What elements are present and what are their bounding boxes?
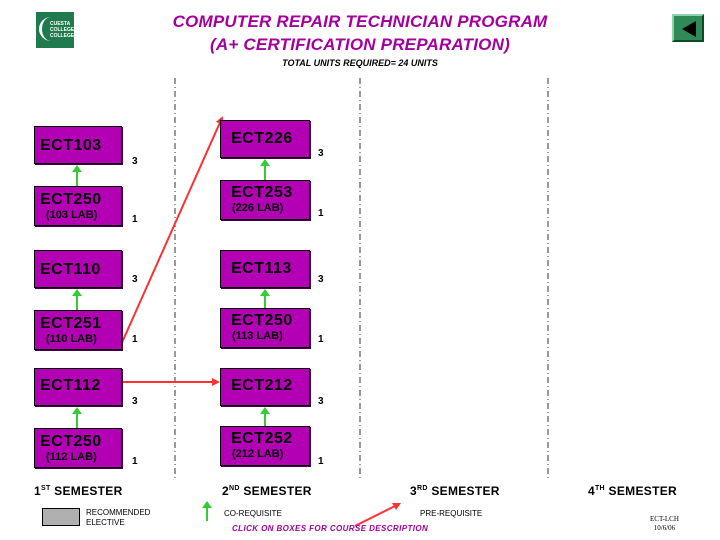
semester-3-label: 3RD SEMESTER	[410, 484, 500, 498]
coreq-ect250-to-ect113	[260, 289, 270, 308]
back-button[interactable]	[672, 14, 704, 42]
units-ect110: 3	[132, 274, 138, 285]
course-ect251[interactable]: ECT251 (110 LAB)	[34, 310, 122, 350]
course-code: ECT253	[231, 184, 293, 201]
course-code: ECT252	[231, 430, 293, 447]
units-ect250-103-lab: 1	[132, 214, 138, 225]
legend-corequisite-arrow-icon	[202, 501, 212, 521]
course-code: ECT112	[40, 377, 101, 394]
coreq-ect251-to-ect110	[72, 289, 82, 310]
course-ect112[interactable]: ECT112	[34, 368, 122, 406]
course-code: ECT226	[231, 130, 293, 147]
course-lab: (226 LAB)	[232, 202, 284, 214]
legend-prerequisite-arrow-icon	[354, 503, 401, 527]
course-code: ECT212	[231, 377, 293, 394]
units-ect212: 3	[318, 396, 324, 407]
units-ect112: 3	[132, 396, 138, 407]
units-ect103: 3	[132, 156, 138, 167]
course-ect250-112-lab[interactable]: ECT250 (112 LAB)	[34, 428, 122, 468]
units-ect250-113-lab: 1	[318, 334, 324, 345]
units-ect251: 1	[132, 334, 138, 345]
legend-corequisite-label: CO-REQUISITE	[224, 509, 282, 518]
coreq-ect250-to-ect112	[72, 407, 82, 428]
course-code: ECT250	[40, 433, 102, 450]
course-ect110[interactable]: ECT110	[34, 250, 122, 288]
units-ect250-112-lab: 1	[132, 456, 138, 467]
coreq-ect252-to-ect212	[260, 407, 270, 426]
logo-text-1: CUESTA	[50, 21, 71, 27]
course-lab: (212 LAB)	[232, 448, 284, 460]
course-code: ECT103	[40, 137, 102, 154]
back-arrow-icon	[682, 21, 696, 37]
units-ect252: 1	[318, 456, 324, 467]
corequisite-arrows	[72, 159, 270, 428]
course-code: ECT250	[231, 312, 293, 329]
logo-text-2: COLLEGE	[50, 27, 75, 33]
course-lab: (103 LAB)	[46, 209, 98, 221]
course-code: ECT251	[40, 315, 102, 332]
college-logo-icon: CUESTA COLLEGE COLLEGE	[36, 12, 74, 48]
course-lab: (113 LAB)	[232, 330, 283, 342]
legend-elective-box	[42, 508, 80, 526]
units-ect113: 3	[318, 274, 324, 285]
course-code: ECT250	[40, 191, 102, 208]
course-code: ECT113	[231, 260, 292, 277]
semester-1-label: 1ST SEMESTER	[34, 484, 123, 498]
semester-4-label: 4TH SEMESTER	[588, 484, 677, 498]
prerequisite-arrows	[119, 116, 224, 386]
course-ect253[interactable]: ECT253 (226 LAB)	[220, 180, 310, 220]
course-ect226[interactable]: ECT226	[220, 120, 310, 158]
course-ect250-113-lab[interactable]: ECT250 (113 LAB)	[220, 308, 310, 348]
logo-text-3: COLLEGE	[50, 33, 75, 39]
document-id: ECT-LCH 10/6/06	[650, 515, 679, 532]
course-ect250-103-lab[interactable]: ECT250 (103 LAB)	[34, 186, 122, 226]
course-description-link[interactable]: CLICK ON BOXES FOR COURSE DESCRIPTION	[232, 524, 429, 533]
column-dividers	[174, 78, 549, 478]
course-lab: (110 LAB)	[46, 333, 97, 345]
legend-prerequisite-label: PRE-REQUISITE	[420, 509, 483, 518]
course-ect212[interactable]: ECT212	[220, 368, 310, 406]
legend-recommended-elective: RECOMMENDED ELECTIVE	[86, 508, 151, 527]
coreq-ect250-to-ect103	[72, 165, 82, 186]
total-units: TOTAL UNITS REQUIRED= 24 UNITS	[282, 58, 438, 68]
coreq-ect253-to-ect226	[260, 159, 270, 180]
page-title-line-2: (A+ CERTIFICATION PREPARATION)	[210, 35, 510, 54]
course-ect252[interactable]: ECT252 (212 LAB)	[220, 426, 310, 466]
course-ect113[interactable]: ECT113	[220, 250, 310, 288]
units-ect226: 3	[318, 148, 324, 159]
prereq-arrow-ect251-to-ect226	[119, 116, 224, 348]
course-lab: (112 LAB)	[46, 451, 97, 463]
course-ect103[interactable]: ECT103	[34, 126, 122, 164]
course-code: ECT110	[40, 261, 101, 278]
units-ect253: 1	[318, 208, 324, 219]
page-title-line-1: COMPUTER REPAIR TECHNICIAN PROGRAM	[172, 12, 548, 31]
semester-2-label: 2ND SEMESTER	[222, 484, 312, 498]
